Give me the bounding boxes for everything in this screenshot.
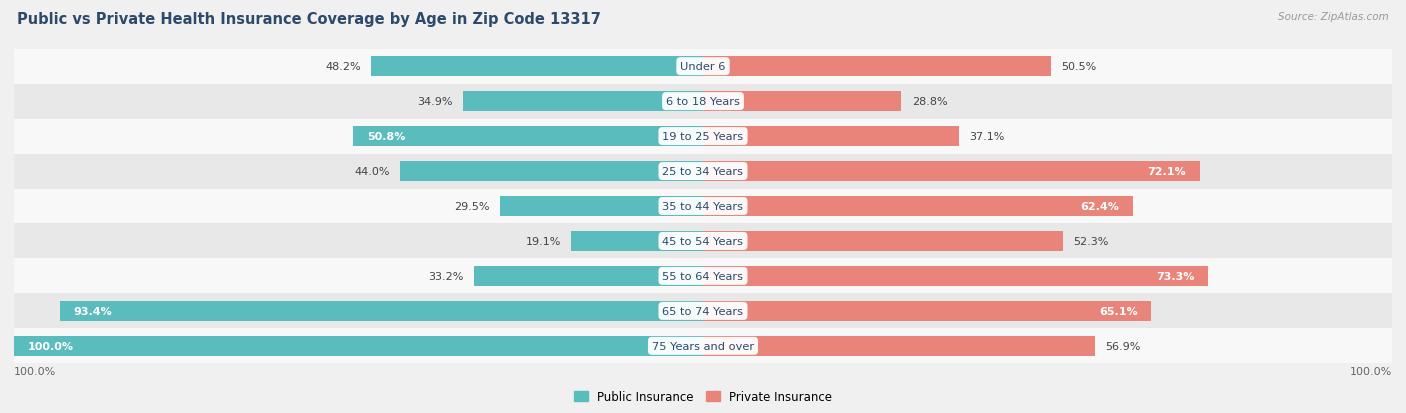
Bar — [14, 259, 1392, 294]
Text: 50.5%: 50.5% — [1062, 62, 1097, 72]
Bar — [571, 231, 703, 252]
Text: 73.3%: 73.3% — [1156, 271, 1194, 281]
Bar — [499, 197, 703, 216]
Bar — [474, 266, 703, 286]
Bar — [14, 336, 703, 356]
Bar — [463, 92, 703, 112]
Text: 33.2%: 33.2% — [429, 271, 464, 281]
Bar — [703, 197, 1133, 216]
Text: 93.4%: 93.4% — [73, 306, 112, 316]
Text: 72.1%: 72.1% — [1147, 166, 1185, 177]
Bar — [703, 266, 1208, 286]
Text: 29.5%: 29.5% — [454, 202, 489, 211]
Text: 19.1%: 19.1% — [526, 236, 561, 247]
Text: 35 to 44 Years: 35 to 44 Years — [662, 202, 744, 211]
Bar — [703, 92, 901, 112]
Bar — [14, 224, 1392, 259]
Bar — [14, 189, 1392, 224]
Bar — [14, 50, 1392, 84]
Text: 37.1%: 37.1% — [969, 132, 1004, 142]
Text: 50.8%: 50.8% — [367, 132, 405, 142]
Text: 65 to 74 Years: 65 to 74 Years — [662, 306, 744, 316]
Bar — [399, 161, 703, 182]
Text: 62.4%: 62.4% — [1080, 202, 1119, 211]
Text: 65.1%: 65.1% — [1099, 306, 1137, 316]
Bar — [703, 231, 1063, 252]
Bar — [14, 119, 1392, 154]
Text: Under 6: Under 6 — [681, 62, 725, 72]
Text: 34.9%: 34.9% — [416, 97, 453, 107]
Text: 100.0%: 100.0% — [1350, 366, 1392, 376]
Bar — [371, 57, 703, 77]
Text: 25 to 34 Years: 25 to 34 Years — [662, 166, 744, 177]
Text: 100.0%: 100.0% — [14, 366, 56, 376]
Bar — [703, 301, 1152, 321]
Text: 6 to 18 Years: 6 to 18 Years — [666, 97, 740, 107]
Text: 100.0%: 100.0% — [28, 341, 75, 351]
Text: Public vs Private Health Insurance Coverage by Age in Zip Code 13317: Public vs Private Health Insurance Cover… — [17, 12, 600, 27]
Bar — [59, 301, 703, 321]
Text: Source: ZipAtlas.com: Source: ZipAtlas.com — [1278, 12, 1389, 22]
Bar — [14, 329, 1392, 363]
Text: 55 to 64 Years: 55 to 64 Years — [662, 271, 744, 281]
Bar — [14, 154, 1392, 189]
Text: 44.0%: 44.0% — [354, 166, 389, 177]
Text: 56.9%: 56.9% — [1105, 341, 1140, 351]
Text: 48.2%: 48.2% — [325, 62, 360, 72]
Text: 52.3%: 52.3% — [1074, 236, 1109, 247]
Bar — [353, 127, 703, 147]
Legend: Public Insurance, Private Insurance: Public Insurance, Private Insurance — [569, 385, 837, 408]
Text: 19 to 25 Years: 19 to 25 Years — [662, 132, 744, 142]
Bar — [14, 294, 1392, 329]
Bar — [703, 336, 1095, 356]
Text: 45 to 54 Years: 45 to 54 Years — [662, 236, 744, 247]
Text: 28.8%: 28.8% — [911, 97, 948, 107]
Bar — [14, 84, 1392, 119]
Bar — [703, 127, 959, 147]
Text: 75 Years and over: 75 Years and over — [652, 341, 754, 351]
Bar — [703, 57, 1050, 77]
Bar — [703, 161, 1199, 182]
